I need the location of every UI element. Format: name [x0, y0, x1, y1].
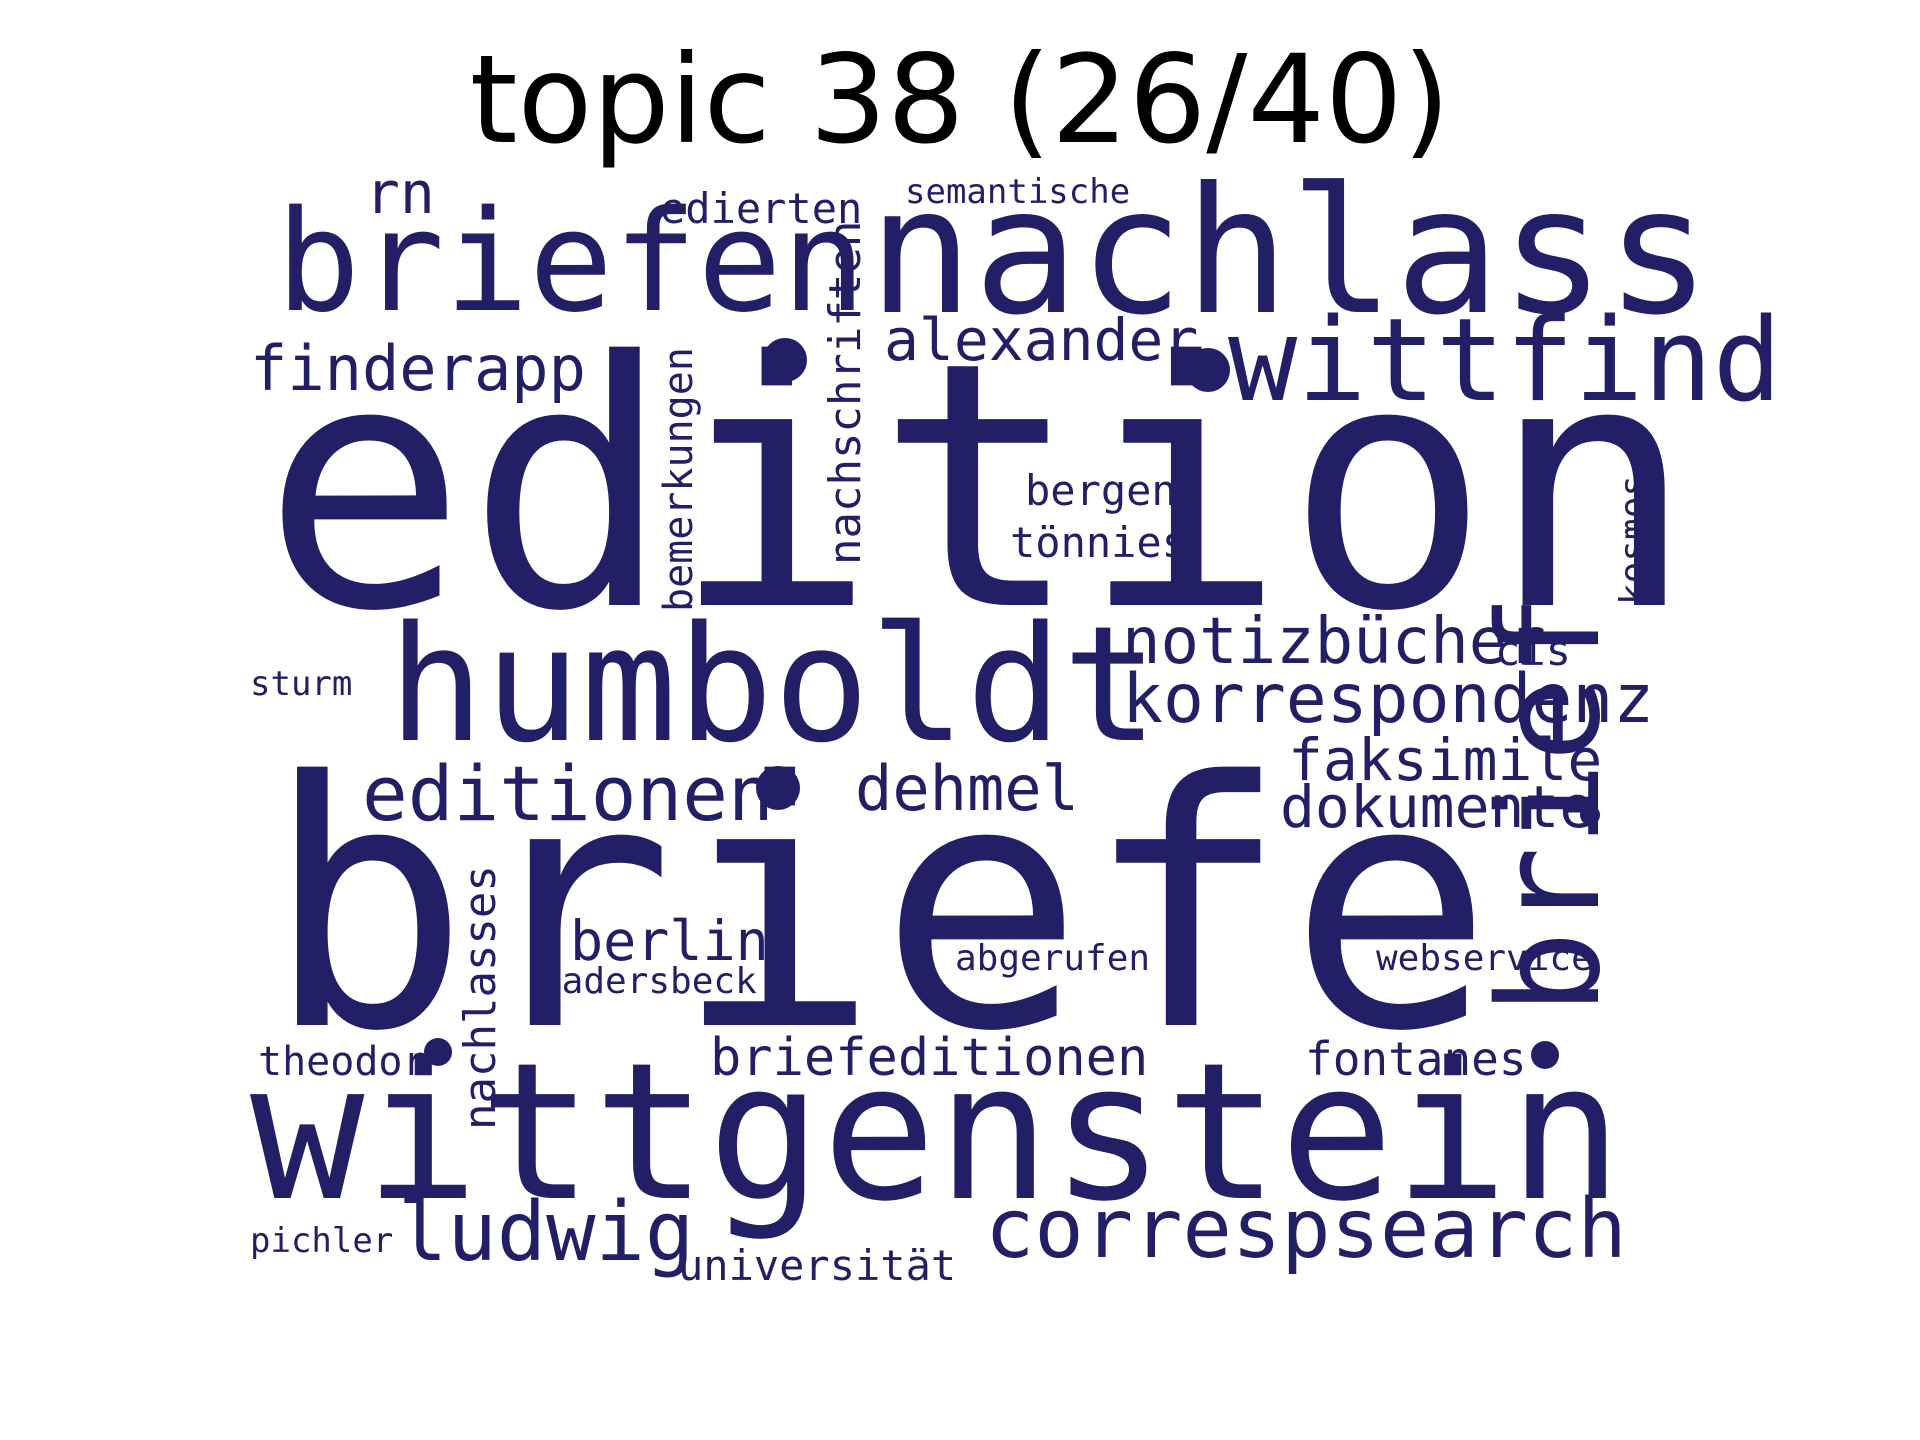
cloud-word-editionen: editionen — [362, 749, 774, 838]
cloud-word-edition: edition — [262, 290, 1695, 686]
cloud-word-berlin: berlin — [570, 909, 769, 973]
cloud-dot-4 — [424, 1038, 452, 1066]
cloud-word-wittfind: wittfind — [1228, 294, 1782, 428]
cloud-word-cis: cis — [1495, 626, 1571, 675]
cloud-word-bergen: bergen — [1025, 466, 1177, 515]
cloud-word-briefe: briefe — [265, 710, 1493, 1106]
cloud-word-wittgenstein: wittgenstein — [250, 1022, 1623, 1243]
cloud-word-alexander: alexander — [884, 306, 1198, 374]
cloud-word-sturm: sturm — [250, 664, 352, 704]
cloud-word-ludwig: ludwig — [398, 1185, 694, 1280]
cloud-word-nachschriften: nachschriften — [820, 221, 871, 565]
cloud-word-faksimile: faksimile — [1288, 726, 1602, 794]
cloud-word-dehmel: dehmel — [855, 752, 1079, 825]
cloud-word-abgerufen: abgerufen — [955, 938, 1150, 979]
cloud-word-nachlasses: nachlasses — [455, 865, 506, 1130]
cloud-word-pichler: pichler — [250, 1221, 393, 1261]
cloud-word-finderapp: finderapp — [250, 332, 586, 405]
chart-title: topic 38 (26/40) — [469, 29, 1451, 171]
cloud-word-correspsearch: correspsearch — [985, 1182, 1627, 1277]
cloud-word-humboldt: humboldt — [388, 591, 1159, 778]
cloud-dot-2 — [1186, 348, 1230, 392]
cloud-word-hadersbeck: hadersbeck — [540, 961, 757, 1002]
cloud-word-semantische: semantische — [905, 172, 1130, 212]
cloud-word-dokumente: dokumente — [1280, 773, 1594, 841]
cloud-word-universität: universität — [678, 1241, 956, 1290]
cloud-word-bemerkungen: bemerkungen — [656, 347, 702, 612]
cloud-word-fontanes: fontanes — [1305, 1032, 1527, 1086]
cloud-dot-5 — [1580, 805, 1600, 825]
cloud-word-briefeditionen: briefeditionen — [710, 1028, 1148, 1088]
cloud-word-brief: brief — [1469, 594, 1632, 1015]
cloud-word-tönnies: tönnies — [1010, 518, 1187, 567]
cloud-word-edierten: edierten — [660, 184, 862, 233]
cloud-dot-3 — [756, 766, 800, 810]
cloud-word-kosmos: kosmos — [1613, 475, 1654, 605]
cloud-word-nachlass: nachlass — [868, 151, 1711, 354]
cloud-word-rn: rn — [365, 159, 435, 227]
cloud-dot-6 — [1531, 1041, 1559, 1069]
cloud-word-briefen: briefen — [276, 181, 866, 344]
cloud-word-theodor: theodor — [258, 1039, 427, 1085]
cloud-word-webservice: webservice — [1376, 938, 1593, 979]
cloud-word-korrespondenz: korrespondenz — [1122, 660, 1654, 739]
cloud-word-notizbücher: notizbücher — [1122, 605, 1546, 679]
cloud-dot-1 — [763, 338, 807, 382]
